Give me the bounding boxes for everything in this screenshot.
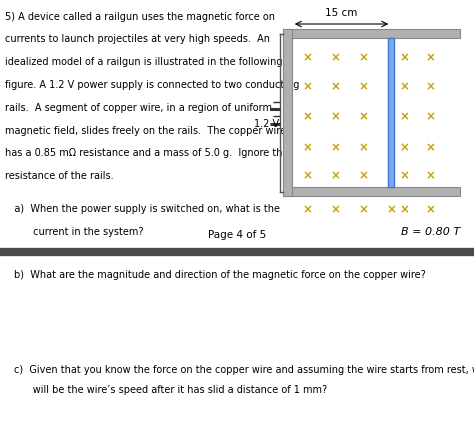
Text: resistance of the rails.: resistance of the rails. (5, 171, 114, 181)
Text: a)  When the power supply is switched on, what is the: a) When the power supply is switched on,… (5, 204, 280, 214)
Text: has a 0.85 mΩ resistance and a mass of 5.0 g.  Ignore the: has a 0.85 mΩ resistance and a mass of 5… (5, 148, 289, 158)
Text: magnetic field, slides freely on the rails.  The copper wire: magnetic field, slides freely on the rai… (5, 126, 286, 135)
Text: c)  Given that you know the force on the copper wire and assuming the wire start: c) Given that you know the force on the … (14, 365, 474, 375)
Text: ×: × (358, 169, 368, 182)
Text: ×: × (303, 141, 312, 155)
Text: ×: × (330, 110, 340, 123)
Text: ×: × (399, 203, 409, 216)
Text: ×: × (399, 51, 409, 64)
Text: ×: × (425, 110, 435, 123)
Text: ×: × (358, 110, 368, 123)
Text: 1.2 V: 1.2 V (254, 119, 279, 129)
Text: ×: × (303, 51, 312, 64)
Text: B = 0.80 T: B = 0.80 T (401, 227, 460, 237)
Text: 15 cm: 15 cm (325, 8, 358, 18)
Text: ×: × (425, 169, 435, 182)
Text: ×: × (425, 80, 435, 94)
Text: currents to launch projectiles at very high speeds.  An: currents to launch projectiles at very h… (5, 34, 270, 44)
Text: ×: × (399, 141, 409, 155)
Text: ×: × (425, 51, 435, 64)
Bar (283, 29, 460, 38)
Text: Page 4 of 5: Page 4 of 5 (208, 230, 266, 240)
Bar (283, 187, 460, 196)
Text: ×: × (303, 110, 312, 123)
Text: ×: × (303, 169, 312, 182)
Text: rails.  A segment of copper wire, in a region of uniform: rails. A segment of copper wire, in a re… (5, 103, 272, 113)
Text: ×: × (399, 80, 409, 94)
Text: idealized model of a railgun is illustrated in the following: idealized model of a railgun is illustra… (5, 57, 283, 67)
Text: ×: × (330, 169, 340, 182)
Text: ×: × (358, 203, 368, 216)
Text: ×: × (358, 141, 368, 155)
Text: b)  What are the magnitude and direction of the magnetic force on the copper wir: b) What are the magnitude and direction … (14, 270, 426, 280)
Text: ×: × (358, 51, 368, 64)
Text: 5) A device called a railgun uses the magnetic force on: 5) A device called a railgun uses the ma… (5, 12, 275, 22)
Text: ×: × (399, 169, 409, 182)
Text: ×: × (330, 51, 340, 64)
Text: ×: × (303, 203, 312, 216)
Text: will be the wire’s speed after it has slid a distance of 1 mm?: will be the wire’s speed after it has sl… (14, 385, 328, 395)
Bar (283, 29, 292, 196)
Text: ×: × (425, 203, 435, 216)
Text: ×: × (358, 80, 368, 94)
Text: ×: × (303, 80, 312, 94)
Text: figure. A 1.2 V power supply is connected to two conducting: figure. A 1.2 V power supply is connecte… (5, 80, 300, 90)
Text: ×: × (330, 203, 340, 216)
Text: ×: × (399, 110, 409, 123)
Text: ×: × (330, 80, 340, 94)
Text: ×: × (425, 141, 435, 155)
Bar (388, 38, 394, 187)
Text: current in the system?: current in the system? (5, 227, 144, 237)
Text: ×: × (386, 203, 396, 216)
Text: ×: × (330, 141, 340, 155)
